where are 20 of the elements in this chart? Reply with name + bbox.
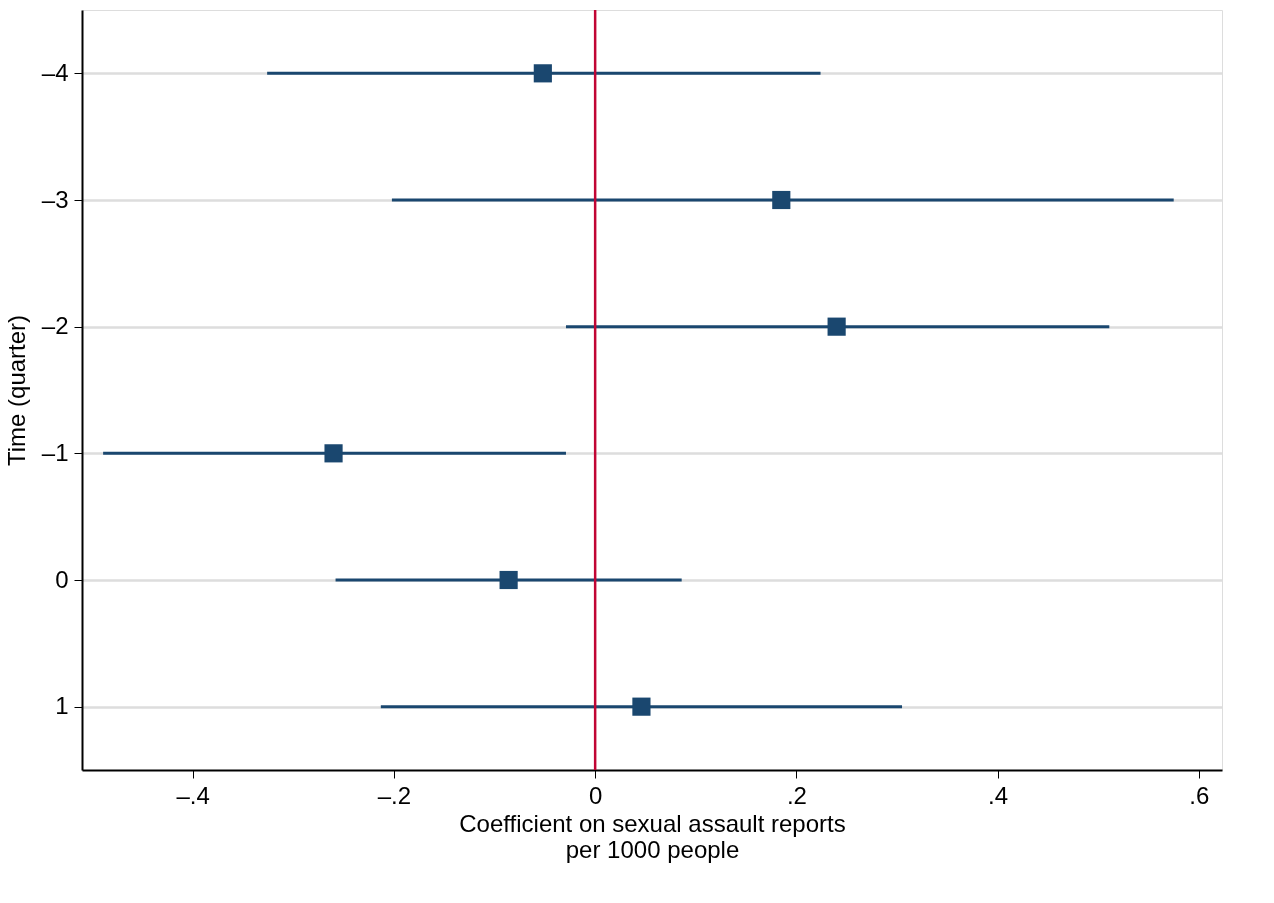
x-tick-label: 0 xyxy=(588,781,603,809)
y-tick-label: –3 xyxy=(41,185,69,213)
x-tick-label: .2 xyxy=(786,781,807,809)
x-tick-label: –.2 xyxy=(377,781,412,809)
y-tick-label: 0 xyxy=(55,565,69,593)
point xyxy=(827,317,846,336)
x-tick-label: –.4 xyxy=(176,781,210,809)
y-axis-title: Time (quarter) xyxy=(2,314,30,467)
point xyxy=(324,444,343,463)
point xyxy=(772,190,791,210)
point xyxy=(632,697,651,716)
point xyxy=(533,64,552,83)
y-tick-label: 1 xyxy=(55,692,69,720)
y-tick-label: –4 xyxy=(41,58,69,86)
y-tick-label: –2 xyxy=(41,312,69,340)
x-tick-label: .4 xyxy=(988,781,1009,809)
x-axis-title: Coefficient on sexual assault reports per 1000 people xyxy=(459,809,846,863)
y-tick-label: –1 xyxy=(41,438,69,466)
x-tick-label: .6 xyxy=(1189,781,1210,809)
point xyxy=(499,570,518,590)
